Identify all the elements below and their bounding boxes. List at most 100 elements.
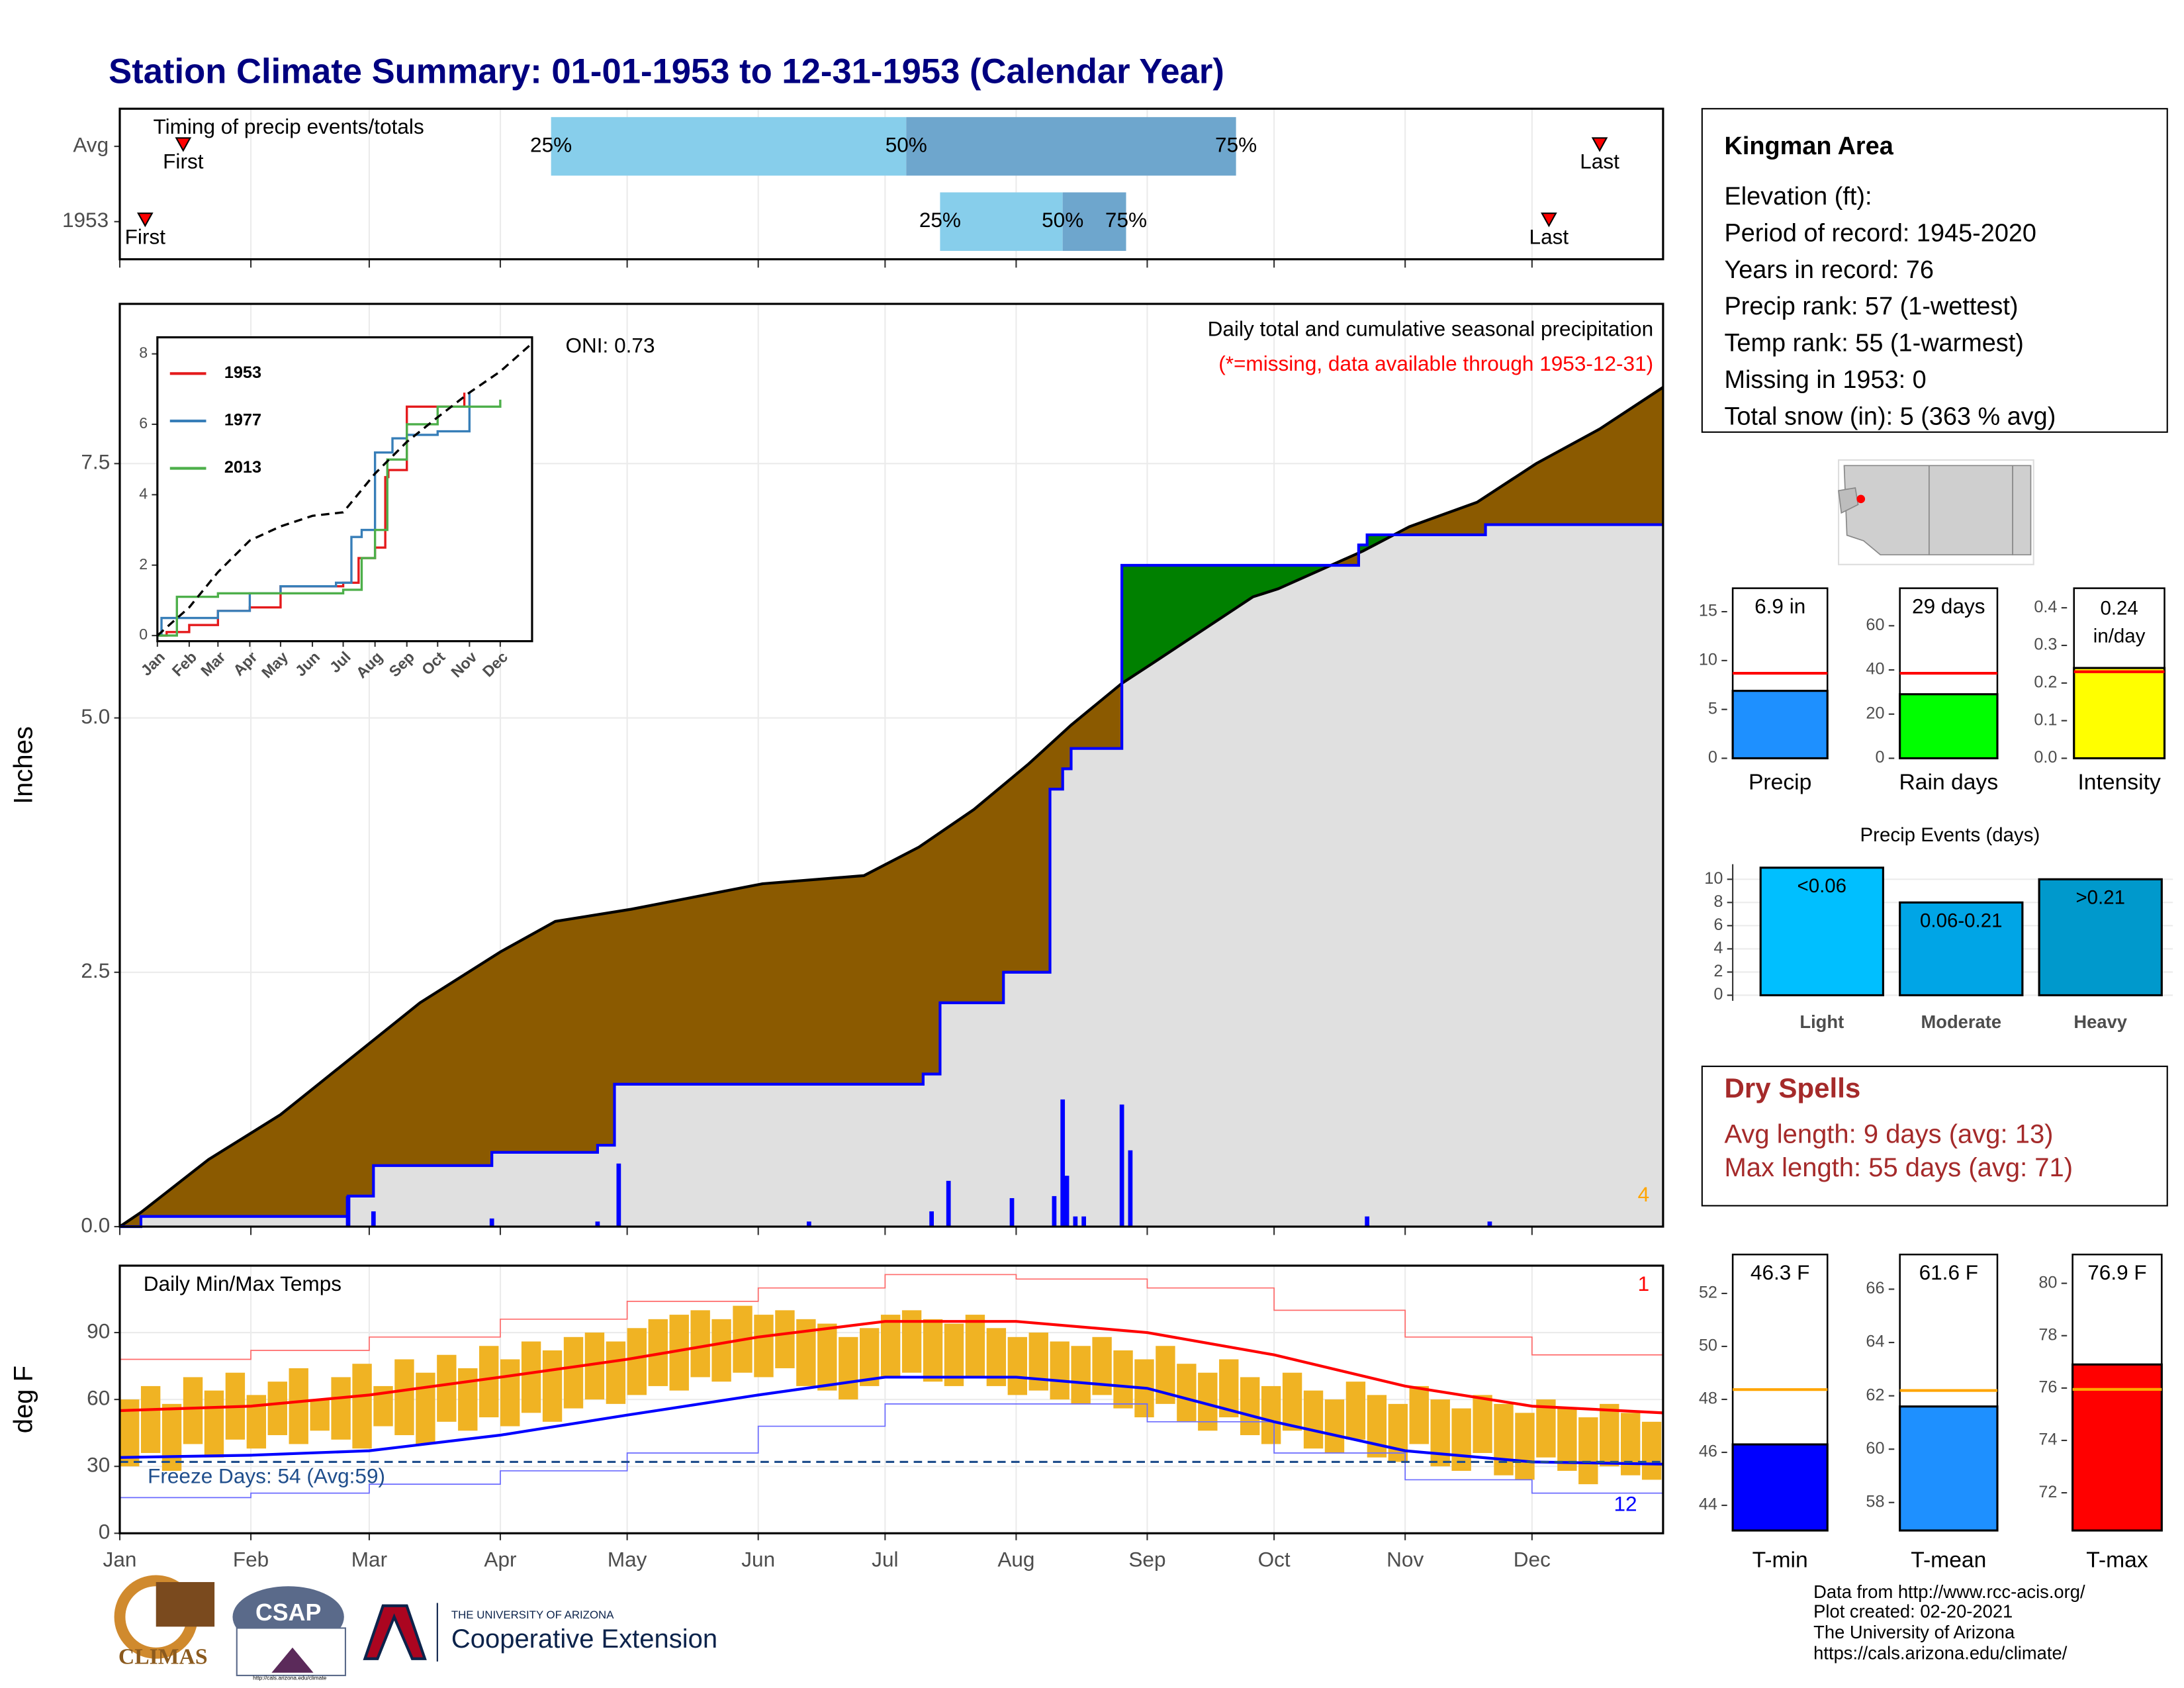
quartile-bar <box>551 117 907 176</box>
info-line: Period of record: 1945-2020 <box>1724 219 2036 247</box>
daily-temp-bar <box>161 1403 182 1471</box>
chart-subtitle: (*=missing, data available through 1953-… <box>1218 352 1653 375</box>
daily-temp-bar <box>542 1350 563 1422</box>
dry-spells-line: Max length: 55 days (avg: 71) <box>1724 1153 2073 1182</box>
chart-title: Daily total and cumulative seasonal prec… <box>1208 316 1654 340</box>
daily-temp-bar <box>1240 1377 1260 1436</box>
legend-label: 2013 <box>224 458 261 477</box>
y-tick-label: 2 <box>139 555 148 573</box>
chart-title: Daily Min/Max Temps <box>144 1272 341 1295</box>
x-tick-label: Dec <box>1514 1548 1551 1571</box>
daily-temp-bar <box>817 1323 837 1391</box>
daily-temp-bar <box>204 1390 224 1458</box>
dry-spells-box <box>1701 1065 2168 1207</box>
daily-temp-bar <box>140 1385 161 1453</box>
y-tick-label: 15 <box>1699 602 1717 620</box>
y-tick-label: 0 <box>1708 748 1717 767</box>
record-low-line <box>119 1403 1664 1499</box>
daily-temp-bar <box>880 1315 901 1378</box>
csap-logo <box>271 1647 314 1673</box>
x-tick-label: Feb <box>233 1548 269 1571</box>
inset-frame <box>156 336 533 643</box>
daily-temp-bar <box>331 1377 351 1440</box>
daily-temp-bar <box>1430 1399 1450 1467</box>
x-tick-label: Jan <box>103 1548 137 1571</box>
daily-temp-bar <box>1641 1421 1662 1480</box>
category-label: Moderate <box>1921 1011 2001 1032</box>
quartile-label: 50% <box>886 132 927 156</box>
y-tick-label: 0.1 <box>2034 710 2057 729</box>
daily-temp-bar <box>1557 1408 1577 1471</box>
daily-precip-bar <box>1365 1216 1370 1227</box>
credit-line: The University of Arizona <box>1813 1622 2015 1642</box>
y-tick-label: 8 <box>1713 892 1723 911</box>
y-tick-label: 60 <box>1866 1439 1884 1458</box>
value-label: 29 days <box>1912 594 1985 618</box>
daily-temp-bar <box>1494 1403 1514 1476</box>
daily-precip-bar <box>616 1163 621 1227</box>
ua-text: THE UNIVERSITY OF ARIZONA <box>451 1609 614 1621</box>
x-tick-label: Nov <box>1387 1548 1424 1571</box>
daily-precip-bar <box>1081 1216 1086 1227</box>
bin-label: >0.21 <box>2075 887 2125 909</box>
ua-text: Cooperative Extension <box>451 1624 717 1654</box>
daily-temp-bar <box>521 1341 541 1413</box>
y-tick-label: 64 <box>1866 1333 1884 1351</box>
y-tick-label: 48 <box>1699 1389 1717 1408</box>
daily-temp-bar <box>458 1368 478 1431</box>
daily-temp-bar <box>1177 1364 1197 1422</box>
map-state <box>1838 487 1859 514</box>
daily-temp-bar <box>775 1310 795 1368</box>
daily-temp-bar <box>1303 1390 1324 1449</box>
y-axis-label: Inches <box>9 726 38 804</box>
category-label: Heavy <box>2073 1011 2127 1032</box>
bin-label: <0.06 <box>1797 875 1847 897</box>
info-line: Total snow (in): 5 (363 % avg) <box>1724 402 2056 430</box>
y-tick-label: 40 <box>1866 660 1884 679</box>
record-low-count: 12 <box>1614 1491 1637 1515</box>
y-tick-label: 7.5 <box>81 450 110 474</box>
summary-bar <box>2071 1363 2163 1532</box>
y-tick-label: 0 <box>1713 985 1723 1004</box>
daily-temp-bar <box>1007 1336 1028 1395</box>
y-axis-label: deg F <box>9 1366 38 1433</box>
y-tick-label: 52 <box>1699 1284 1717 1302</box>
summary-bar <box>1899 1405 1999 1532</box>
y-tick-label: 80 <box>2038 1273 2057 1291</box>
category-label: Light <box>1799 1011 1844 1032</box>
daily-temp-bar <box>563 1336 584 1409</box>
category-label: T-max <box>2086 1548 2148 1572</box>
x-tick-label: Jul <box>872 1548 898 1571</box>
inset-line <box>156 342 533 637</box>
avg-low-line <box>119 1376 1663 1466</box>
timing-marker-label: First <box>125 224 166 248</box>
y-tick-label: 5.0 <box>81 704 110 728</box>
y-tick-label: 0.3 <box>2034 635 2057 654</box>
y-tick-label: 44 <box>1699 1495 1717 1514</box>
daily-precip-bar <box>806 1221 811 1227</box>
y-tick-label: 6 <box>1713 915 1723 934</box>
timing-marker-label: First <box>163 150 204 173</box>
x-tick-label: Jun <box>741 1548 775 1571</box>
daily-precip-bar <box>1487 1221 1492 1227</box>
page-title: Station Climate Summary: 01-01-1953 to 1… <box>109 52 1224 91</box>
timing-marker-label: Last <box>1529 224 1569 248</box>
quartile-label: 75% <box>1215 132 1257 156</box>
y-tick-label: 90 <box>87 1319 110 1342</box>
info-lines: Elevation (ft): Period of record: 1945-20… <box>1724 183 2056 430</box>
info-title: Kingman Area <box>1724 132 1893 160</box>
daily-temp-bar <box>1050 1341 1069 1400</box>
daily-temp-bar <box>1282 1372 1302 1431</box>
daily-temp-bar <box>839 1336 858 1400</box>
daily-temp-bar <box>416 1372 435 1444</box>
daily-temp-bar <box>1451 1408 1471 1471</box>
daily-temp-bar <box>923 1319 943 1382</box>
y-tick-label: 8 <box>139 344 148 361</box>
row-label: Avg <box>73 132 109 156</box>
y-tick-label: 74 <box>2038 1430 2057 1449</box>
quartile-bar <box>1062 192 1126 252</box>
info-line: Elevation (ft): <box>1724 183 1872 211</box>
x-tick-label: Sep <box>1128 1548 1165 1571</box>
timing-marker <box>137 212 154 228</box>
